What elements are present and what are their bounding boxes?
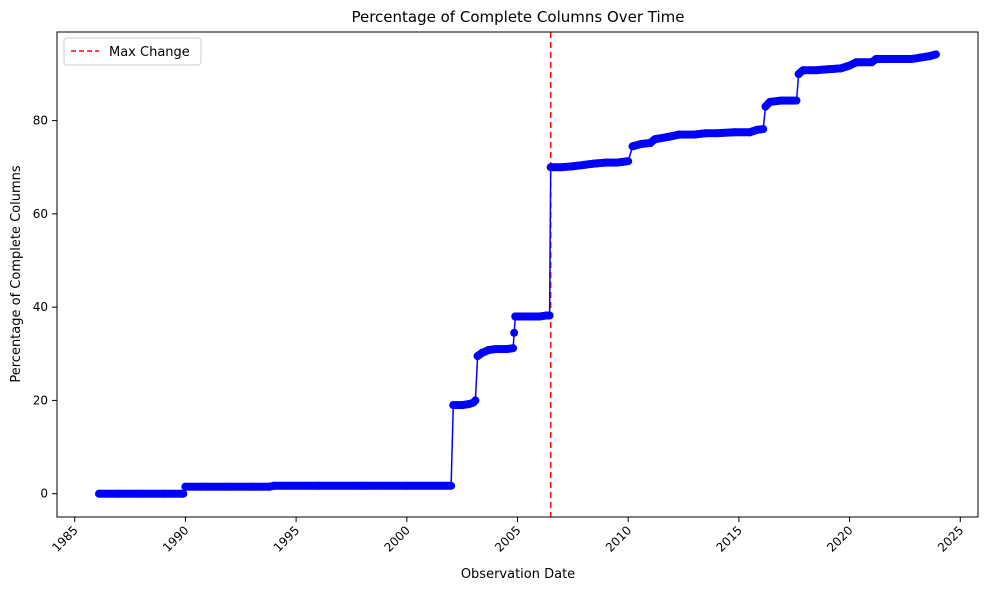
data-point: [836, 64, 845, 73]
data-point: [270, 481, 278, 490]
data-point: [664, 132, 672, 141]
x-tick-label: 2020: [824, 523, 855, 554]
data-point: [247, 482, 256, 491]
data-point: [458, 401, 467, 410]
data-point: [225, 482, 234, 491]
data-point: [524, 312, 533, 321]
data-point: [579, 160, 588, 169]
y-tick-label: 0: [40, 487, 48, 501]
data-point: [852, 58, 861, 67]
data-point: [484, 346, 493, 354]
x-tick-label: 2000: [381, 523, 412, 554]
data-point: [746, 128, 754, 137]
data-point: [502, 345, 511, 354]
legend: Max Change: [63, 37, 202, 66]
data-point: [650, 135, 659, 144]
x-tick-label: 1990: [160, 523, 191, 554]
data-point: [931, 50, 940, 59]
data-point: [115, 489, 123, 498]
x-tick-label: 1985: [49, 523, 80, 554]
data-point: [509, 344, 518, 353]
y-axis-ticks: 0 20 40 60 80: [33, 114, 57, 501]
data-point: [613, 158, 622, 167]
data-point: [203, 482, 212, 491]
data-point: [823, 65, 832, 74]
series-layer: [95, 50, 940, 498]
data-point: [314, 481, 323, 490]
data-point: [845, 61, 854, 70]
data-point: [546, 163, 555, 172]
data-point: [889, 55, 898, 63]
data-point: [95, 489, 104, 498]
data-point: [568, 162, 577, 171]
data-point: [447, 481, 456, 490]
y-tick-label: 60: [33, 207, 48, 221]
data-point: [557, 163, 566, 172]
data-point: [628, 142, 637, 151]
data-point: [675, 130, 684, 139]
data-point: [181, 482, 190, 491]
data-point: [511, 312, 520, 321]
data-point: [478, 348, 487, 357]
data-point: [449, 401, 458, 410]
data-point: [752, 125, 761, 134]
data-point: [545, 311, 554, 320]
data-point: [402, 481, 411, 490]
data-point: [137, 489, 146, 498]
plot-area: [57, 32, 978, 517]
data-point: [777, 96, 785, 105]
data-point: [785, 96, 794, 105]
data-point: [792, 96, 801, 105]
data-point: [759, 125, 768, 133]
data-point: [765, 98, 774, 106]
x-axis-ticks: 1985 1990 1995 2000 2005 2010 2015 2020 2025: [49, 517, 966, 555]
data-point: [701, 129, 710, 138]
legend-box: [63, 37, 202, 66]
y-tick-label: 80: [33, 114, 48, 128]
x-tick-label: 1995: [271, 523, 302, 554]
data-point: [812, 66, 821, 75]
data-point: [690, 130, 699, 139]
data-point: [799, 66, 808, 75]
data-point: [925, 52, 934, 61]
x-tick-label: 2025: [935, 523, 966, 554]
data-point: [916, 53, 925, 62]
x-tick-label: 2015: [714, 523, 745, 554]
data-point: [471, 396, 480, 405]
data-point: [602, 158, 611, 167]
y-tick-label: 20: [33, 393, 48, 407]
data-point: [730, 128, 739, 137]
data-point: [872, 55, 881, 63]
x-tick-label: 2005: [492, 523, 523, 554]
data-point: [159, 489, 168, 498]
data-point: [591, 159, 599, 168]
x-tick-label: 2010: [603, 523, 634, 554]
data-point: [491, 345, 500, 354]
y-tick-label: 40: [33, 300, 48, 314]
data-point: [712, 129, 721, 138]
data-point: [907, 55, 916, 63]
legend-label-max-change: Max Change: [109, 45, 190, 60]
data-point: [624, 157, 633, 166]
data-point: [637, 139, 646, 148]
data-point: [535, 312, 544, 321]
x-axis-label: Observation Date: [461, 567, 575, 582]
chart-title: Percentage of Complete Columns Over Time: [351, 8, 684, 26]
data-point: [510, 328, 519, 337]
data-point: [179, 489, 188, 498]
data-point: [358, 481, 367, 490]
y-axis-label: Percentage of Complete Columns: [9, 165, 24, 382]
